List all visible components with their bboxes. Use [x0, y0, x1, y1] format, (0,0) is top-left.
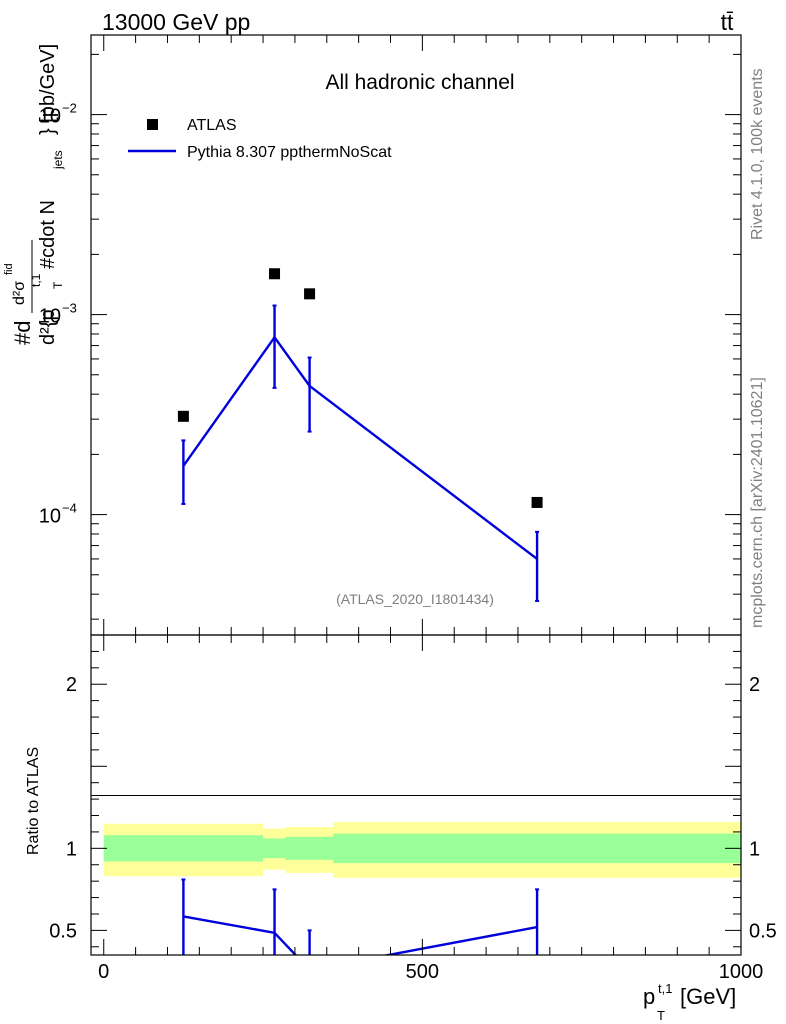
atlas-data-point: [177, 410, 189, 422]
ratio-band-segment: [333, 833, 741, 864]
main-ylabel-text: #d: [10, 321, 35, 345]
analysis-watermark: (ATLAS_2020_I1801434): [336, 591, 494, 607]
ylabel-denom: d²{p: [37, 309, 59, 345]
main-ytick-label: 10: [39, 106, 61, 128]
legend-atlas-label: ATLAS: [187, 117, 237, 134]
ylabel-fid: fid: [3, 263, 15, 275]
xtick-label: 0: [98, 961, 109, 983]
ylabel-t1: t,1: [29, 273, 43, 287]
xtick-label: 500: [406, 961, 439, 983]
ylabel-T: T: [51, 281, 65, 289]
main-ytick-exponent: −4: [62, 501, 77, 516]
ratio-data-layer: [181, 878, 540, 955]
ratio-panel: 0.5 0.5 1 1 2 2 0 500 1000 Ratio to ATLAS p t,1 …: [25, 634, 777, 1023]
legend: ATLAS Pythia 8.307 ppthermNoScat: [128, 117, 392, 161]
ratio-ytick-label-left: 2: [66, 674, 77, 696]
xtick-label: 1000: [719, 961, 764, 983]
main-axis-ticks: [91, 35, 742, 635]
ratio-ytick-label-right: 2: [749, 674, 760, 696]
header-energy-label: 13000 GeV pp: [102, 9, 250, 35]
xlabel: p t,1 T [GeV]: [643, 981, 736, 1023]
main-ytick-label: 10: [39, 306, 61, 328]
main-panel: 10−210−310−4 All hadronic channel (ATLAS…: [3, 34, 742, 636]
main-ytick-exponent: −3: [62, 301, 77, 316]
rivet-version-label: Rivet 4.1.0, 100k events: [749, 68, 766, 240]
ylabel-d2sigma: d²σ: [11, 281, 28, 305]
ratio-band-segment: [263, 838, 286, 859]
ratio-ytick-label-left: 0.5: [49, 920, 77, 942]
atlas-data-point: [531, 496, 543, 508]
legend-pythia-label: Pythia 8.307 ppthermNoScat: [187, 144, 392, 161]
ratio-band-segment: [103, 835, 264, 862]
legend-atlas-marker: [147, 119, 158, 130]
ylabel-cdot: #cdot N: [37, 200, 59, 269]
ratio-bands: [103, 822, 741, 878]
atlas-data-point: [269, 268, 281, 280]
ratio-ylabel: Ratio to ATLAS: [25, 747, 42, 855]
xlabel-p: p: [643, 984, 655, 1009]
ratio-pythia-line: [183, 915, 538, 955]
atlas-data-point: [304, 288, 316, 300]
main-ytick-label: 10: [39, 506, 61, 528]
mcplots-source-label: mcplots.cern.ch [arXiv:2401.10621]: [749, 377, 766, 628]
main-ytick-labels: 10−210−310−4: [39, 101, 77, 528]
ylabel-jets: jets: [51, 150, 65, 170]
ratio-ytick-label-right: 0.5: [749, 920, 777, 942]
main-data-layer: [177, 268, 543, 602]
ratio-ytick-label-left: 1: [66, 838, 77, 860]
xlabel-unit: [GeV]: [680, 984, 736, 1009]
ratio-axis-ticks: [91, 634, 742, 955]
chart-title: All hadronic channel: [325, 71, 514, 94]
header-process-label: tt̄: [721, 9, 734, 35]
pythia-line: [182, 335, 538, 560]
xlabel-T: T: [657, 1008, 665, 1023]
main-ytick-exponent: −2: [62, 101, 77, 116]
ratio-tick-labels: 0.5 0.5 1 1 2 2 0 500 1000: [49, 674, 777, 983]
ratio-panel-frame: [90, 634, 742, 956]
ylabel-numer: #d: [10, 321, 35, 345]
xlabel-t1: t,1: [658, 981, 672, 996]
main-ylabel: #d d²σ fid d²{p t,1 T #cdot N jets } [pb…: [3, 44, 65, 345]
ratio-band-segment: [285, 836, 334, 860]
ratio-ytick-label-right: 1: [749, 838, 760, 860]
ylabel-unit: } [pb/GeV]: [37, 44, 59, 135]
